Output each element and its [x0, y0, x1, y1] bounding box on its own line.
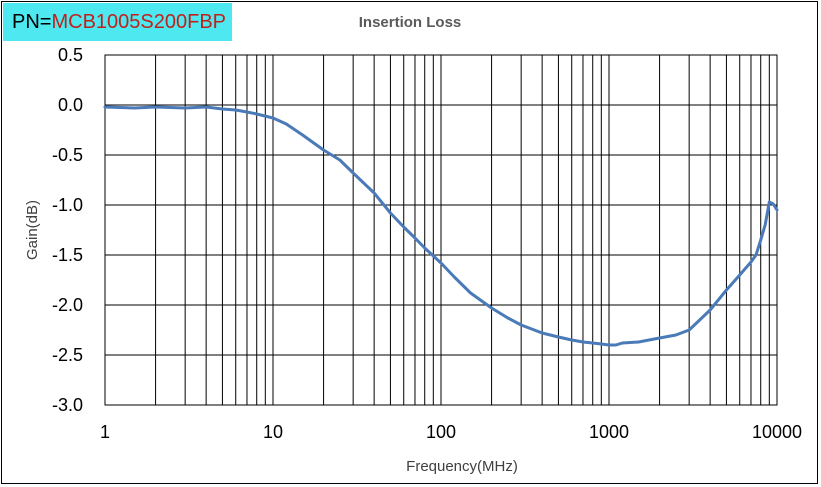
x-tick-label: 1	[100, 422, 110, 442]
y-axis-title: Gain(dB)	[24, 200, 41, 260]
part-number-prefix: PN=	[12, 11, 52, 33]
y-tick-label: -1.5	[52, 245, 83, 265]
insertion-loss-line	[103, 105, 779, 347]
x-tick-label: 10000	[752, 422, 802, 442]
chart-title: Insertion Loss	[358, 14, 462, 31]
y-tick-label: -2.5	[52, 345, 83, 365]
y-tick-label: 0.0	[58, 95, 83, 115]
y-tick-label: 0.5	[58, 45, 83, 65]
y-tick-label: -1.0	[52, 195, 83, 215]
y-tick-label: -0.5	[52, 145, 83, 165]
part-number-label: PN=MCB1005S200FBP	[3, 3, 232, 41]
part-number-value: MCB1005S200FBP	[51, 11, 227, 33]
y-tick-label: -3.0	[52, 395, 83, 415]
line-layer	[103, 105, 779, 347]
y-tick-label: -2.0	[52, 295, 83, 315]
label-layer: 0.5 0.0 -0.5 -1.0 -1.5 -2.0 -2.5 -3.0 1 10 100 1000…	[52, 45, 802, 442]
x-tick-label: 100	[426, 422, 456, 442]
x-axis-title: Frequency(MHz)	[406, 458, 518, 475]
plot-area-border	[104, 54, 778, 406]
x-tick-label: 1000	[589, 422, 629, 442]
x-tick-label: 10	[263, 422, 283, 442]
